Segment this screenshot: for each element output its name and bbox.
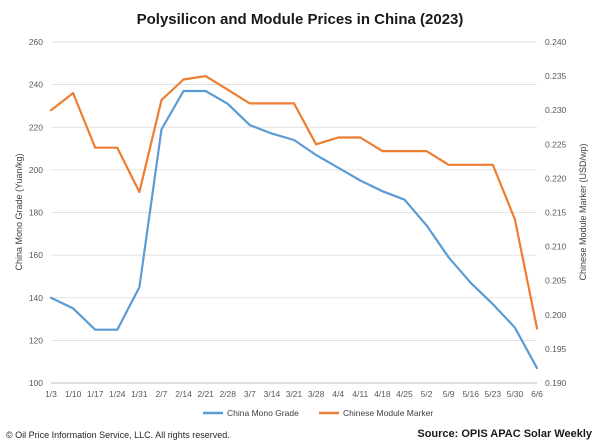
right-tick-label: 0.195 — [545, 344, 567, 354]
right-axis-title: Chinese Module Marker (USD/wp) — [578, 143, 588, 280]
left-tick-label: 180 — [29, 208, 43, 218]
chart-title: Polysilicon and Module Prices in China (… — [137, 11, 464, 28]
right-tick-label: 0.205 — [545, 276, 567, 286]
right-tick-label: 0.200 — [545, 310, 567, 320]
x-tick-label: 5/30 — [507, 389, 524, 399]
x-tick-label: 5/2 — [421, 389, 433, 399]
right-tick-label: 0.210 — [545, 242, 567, 252]
x-tick-label: 2/14 — [175, 389, 192, 399]
right-tick-label: 0.230 — [545, 105, 567, 115]
right-tick-label: 0.235 — [545, 71, 567, 81]
left-tick-label: 220 — [29, 122, 43, 132]
x-tick-label: 3/14 — [264, 389, 281, 399]
gridlines — [51, 41, 537, 384]
copyright-text: © Oil Price Information Service, LLC. Al… — [6, 430, 230, 440]
series-line-chinese-module-marker — [49, 74, 539, 330]
series-line-china-mono-grade — [49, 89, 539, 370]
x-tick-label: 1/10 — [65, 389, 82, 399]
x-tick-label: 6/6 — [531, 389, 543, 399]
left-axis-title: China Mono Grade (Yuan/kg) — [14, 153, 24, 270]
x-tick-label: 4/4 — [332, 389, 344, 399]
right-tick-label: 0.190 — [545, 378, 567, 388]
x-tick-label: 1/17 — [87, 389, 104, 399]
x-tick-label: 2/7 — [156, 389, 168, 399]
x-tick-label: 3/21 — [286, 389, 303, 399]
left-tick-label: 140 — [29, 293, 43, 303]
right-tick-label: 0.240 — [545, 37, 567, 47]
legend: China Mono Grade Chinese Module Marker — [203, 408, 433, 418]
left-tick-label: 120 — [29, 335, 43, 345]
left-axis-ticks: 100 120 140 160 180 200 220 240 260 — [29, 37, 43, 388]
x-tick-label: 2/21 — [197, 389, 214, 399]
x-tick-label: 5/23 — [485, 389, 502, 399]
right-tick-label: 0.215 — [545, 208, 567, 218]
left-tick-label: 240 — [29, 80, 43, 90]
x-tick-label: 4/18 — [374, 389, 391, 399]
right-tick-label: 0.220 — [545, 173, 567, 183]
x-tick-label: 3/28 — [308, 389, 325, 399]
left-tick-label: 160 — [29, 250, 43, 260]
x-axis-ticks: 1/3 1/10 1/17 1/24 1/31 2/7 2/14 2/21 2/28 3/7 3/1… — [45, 389, 543, 399]
legend-label-chinese-module-marker: Chinese Module Marker — [343, 408, 433, 418]
legend-label-china-mono-grade: China Mono Grade — [227, 408, 299, 418]
left-tick-label: 100 — [29, 378, 43, 388]
source-text: Source: OPIS APAC Solar Weekly — [417, 428, 592, 440]
left-tick-label: 260 — [29, 37, 43, 47]
right-axis-ticks: 0.190 0.195 0.200 0.205 0.210 0.215 0.220 0.225… — [545, 37, 567, 388]
x-tick-label: 5/16 — [462, 389, 479, 399]
x-tick-label: 1/24 — [109, 389, 126, 399]
right-tick-label: 0.225 — [545, 139, 567, 149]
x-tick-label: 4/25 — [396, 389, 413, 399]
left-tick-label: 200 — [29, 165, 43, 175]
x-tick-label: 5/9 — [443, 389, 455, 399]
x-tick-label: 2/28 — [219, 389, 236, 399]
x-tick-label: 4/11 — [352, 389, 368, 399]
series-lines — [49, 74, 539, 370]
x-tick-label: 3/7 — [244, 389, 256, 399]
x-tick-label: 1/31 — [131, 389, 148, 399]
x-tick-label: 1/3 — [45, 389, 57, 399]
